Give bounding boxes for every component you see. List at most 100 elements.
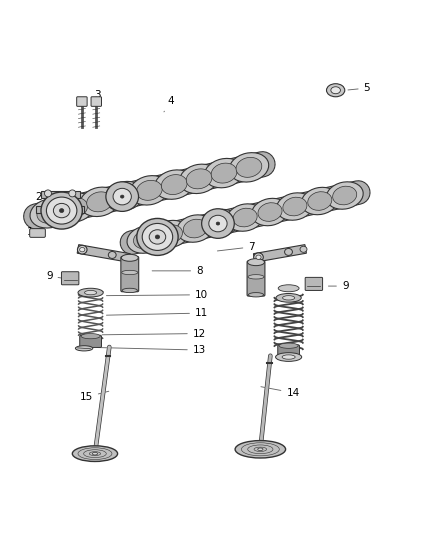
- Polygon shape: [254, 245, 307, 262]
- Ellipse shape: [37, 203, 63, 223]
- Ellipse shape: [285, 248, 293, 255]
- Ellipse shape: [78, 288, 103, 297]
- Text: 10: 10: [106, 290, 208, 300]
- Ellipse shape: [300, 246, 307, 252]
- Ellipse shape: [233, 208, 257, 227]
- Ellipse shape: [332, 186, 357, 205]
- Ellipse shape: [124, 255, 131, 261]
- Ellipse shape: [75, 346, 93, 351]
- Text: 13: 13: [97, 345, 206, 355]
- Ellipse shape: [122, 288, 138, 293]
- Text: 7: 7: [217, 242, 255, 252]
- Ellipse shape: [276, 193, 314, 220]
- Ellipse shape: [326, 182, 363, 209]
- Ellipse shape: [106, 182, 138, 212]
- FancyBboxPatch shape: [121, 256, 139, 292]
- Ellipse shape: [248, 293, 264, 297]
- Ellipse shape: [279, 343, 298, 349]
- Polygon shape: [36, 191, 84, 213]
- Text: 6: 6: [226, 166, 242, 178]
- Ellipse shape: [134, 230, 158, 249]
- Ellipse shape: [152, 220, 189, 248]
- FancyBboxPatch shape: [61, 272, 79, 285]
- Ellipse shape: [130, 176, 169, 205]
- Ellipse shape: [55, 193, 95, 222]
- Ellipse shape: [177, 215, 214, 242]
- Ellipse shape: [183, 219, 207, 238]
- Ellipse shape: [235, 441, 286, 458]
- Ellipse shape: [30, 199, 70, 228]
- Text: 9: 9: [46, 271, 63, 281]
- Ellipse shape: [276, 294, 301, 302]
- Ellipse shape: [211, 163, 237, 183]
- Ellipse shape: [282, 355, 295, 359]
- Ellipse shape: [80, 247, 85, 252]
- Ellipse shape: [137, 180, 162, 200]
- Ellipse shape: [258, 203, 282, 221]
- Ellipse shape: [283, 296, 295, 300]
- Text: 15: 15: [80, 391, 109, 402]
- Text: 14: 14: [261, 387, 300, 398]
- Ellipse shape: [80, 187, 119, 216]
- Text: 9: 9: [328, 281, 349, 291]
- Ellipse shape: [258, 448, 263, 450]
- Ellipse shape: [180, 164, 219, 193]
- Ellipse shape: [62, 198, 88, 217]
- Ellipse shape: [283, 197, 307, 216]
- FancyBboxPatch shape: [91, 97, 102, 107]
- Ellipse shape: [236, 157, 262, 177]
- Ellipse shape: [122, 270, 138, 274]
- Text: 12: 12: [102, 328, 206, 338]
- Ellipse shape: [127, 226, 164, 253]
- Ellipse shape: [112, 186, 138, 206]
- Ellipse shape: [278, 285, 299, 292]
- Ellipse shape: [155, 170, 194, 199]
- Ellipse shape: [308, 192, 332, 211]
- Circle shape: [45, 190, 51, 197]
- Ellipse shape: [108, 252, 116, 259]
- Ellipse shape: [159, 225, 183, 244]
- Text: 8: 8: [152, 266, 203, 276]
- Ellipse shape: [202, 209, 239, 237]
- Ellipse shape: [120, 195, 124, 198]
- FancyBboxPatch shape: [80, 335, 102, 348]
- Text: 11: 11: [106, 308, 208, 318]
- Ellipse shape: [186, 169, 212, 189]
- Ellipse shape: [201, 209, 234, 238]
- Ellipse shape: [60, 208, 64, 213]
- Ellipse shape: [251, 198, 289, 226]
- FancyBboxPatch shape: [305, 277, 322, 290]
- Ellipse shape: [229, 152, 269, 182]
- Ellipse shape: [87, 192, 113, 212]
- Ellipse shape: [81, 334, 100, 339]
- Ellipse shape: [331, 87, 340, 94]
- Ellipse shape: [161, 175, 187, 195]
- Text: 3: 3: [94, 90, 100, 106]
- Ellipse shape: [276, 353, 302, 361]
- Ellipse shape: [256, 255, 261, 260]
- Ellipse shape: [204, 158, 244, 188]
- Ellipse shape: [121, 254, 138, 261]
- Ellipse shape: [149, 230, 166, 244]
- Ellipse shape: [326, 84, 345, 97]
- Text: 4: 4: [164, 96, 174, 112]
- FancyBboxPatch shape: [247, 261, 265, 296]
- Circle shape: [69, 190, 76, 197]
- Ellipse shape: [105, 181, 144, 211]
- Ellipse shape: [301, 187, 338, 215]
- Text: 5: 5: [348, 83, 370, 93]
- Ellipse shape: [142, 223, 173, 251]
- Ellipse shape: [53, 204, 70, 218]
- Ellipse shape: [248, 274, 264, 279]
- FancyBboxPatch shape: [30, 229, 46, 237]
- Ellipse shape: [155, 235, 159, 239]
- Ellipse shape: [208, 214, 232, 232]
- Polygon shape: [77, 245, 130, 262]
- Ellipse shape: [226, 204, 264, 231]
- Ellipse shape: [78, 245, 87, 254]
- FancyBboxPatch shape: [278, 345, 300, 357]
- Ellipse shape: [209, 215, 227, 232]
- Text: 2: 2: [35, 192, 62, 202]
- Ellipse shape: [113, 188, 131, 205]
- Ellipse shape: [46, 197, 77, 224]
